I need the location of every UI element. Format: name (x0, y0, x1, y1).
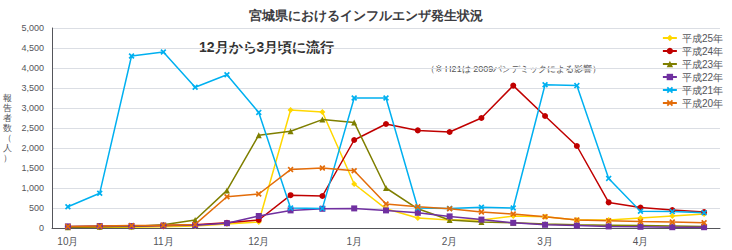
svg-text:2,000: 2,000 (21, 143, 44, 153)
svg-text:500: 500 (29, 203, 44, 213)
svg-text:数: 数 (3, 123, 12, 133)
svg-text:4月: 4月 (633, 236, 649, 247)
svg-text:4,500: 4,500 (21, 43, 44, 53)
svg-text:平成23年: 平成23年 (682, 59, 723, 70)
svg-text:4,000: 4,000 (21, 63, 44, 73)
svg-text:宮城県におけるインフルエンザ発生状況: 宮城県におけるインフルエンザ発生状況 (249, 8, 483, 23)
svg-text:人: 人 (3, 143, 12, 153)
svg-text:平成24年: 平成24年 (682, 46, 723, 57)
svg-text:者: 者 (3, 113, 12, 123)
svg-text:報: 報 (3, 93, 12, 103)
svg-text:平成22年: 平成22年 (682, 72, 723, 83)
svg-text:3月: 3月 (537, 236, 553, 247)
svg-text:5,000: 5,000 (21, 23, 44, 33)
svg-text:1,500: 1,500 (21, 163, 44, 173)
svg-text:2,500: 2,500 (21, 123, 44, 133)
svg-text:11月: 11月 (153, 236, 173, 247)
svg-text:12月から3月頃に流行: 12月から3月頃に流行 (199, 39, 334, 55)
svg-text:2月: 2月 (442, 236, 458, 247)
svg-text:（※ H21は 2009パンデミックによる影響）: （※ H21は 2009パンデミックによる影響） (426, 63, 602, 74)
svg-text:10月: 10月 (57, 236, 78, 247)
svg-text:12月: 12月 (248, 236, 269, 247)
svg-text:平成25年: 平成25年 (682, 33, 723, 44)
svg-text:1月: 1月 (346, 236, 362, 247)
svg-text:1,000: 1,000 (21, 183, 44, 193)
svg-text:0: 0 (39, 223, 44, 233)
svg-text:告: 告 (3, 103, 12, 113)
svg-text:）: ） (3, 153, 12, 163)
svg-text:（: （ (3, 133, 12, 143)
svg-text:3,000: 3,000 (21, 103, 44, 113)
svg-text:平成20年: 平成20年 (682, 98, 723, 109)
svg-text:平成21年: 平成21年 (682, 85, 723, 96)
svg-text:3,500: 3,500 (21, 83, 44, 93)
